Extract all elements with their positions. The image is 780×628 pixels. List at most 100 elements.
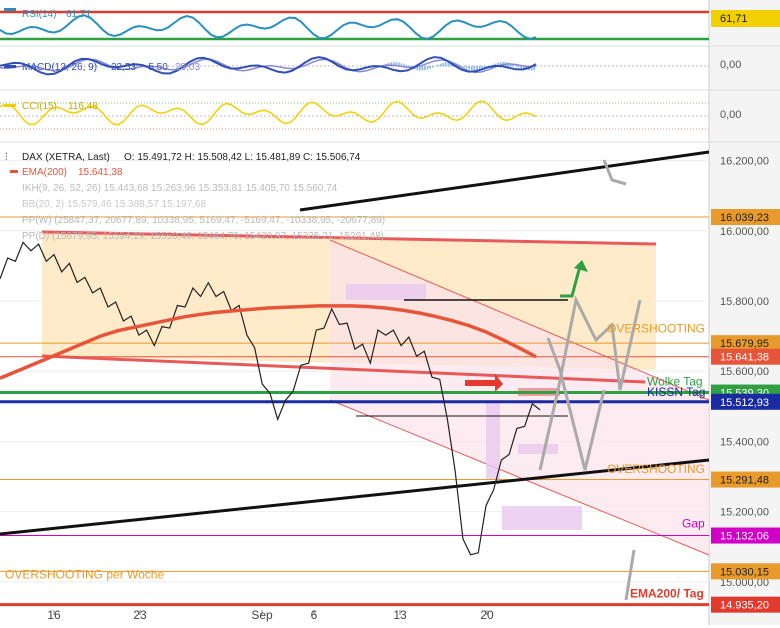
macd-bar — [520, 66, 522, 69]
red-arrow — [465, 374, 503, 392]
y-tick-label: 16.200,00 — [720, 156, 769, 168]
annotation-label: OVERSHOOTING — [607, 322, 705, 336]
legend-ohlc: O: 15.491,72 H: 15.508,42 L: 15.481,89 C… — [124, 152, 361, 163]
cci-label: CCI(15) — [22, 101, 57, 112]
macd-bar — [416, 66, 418, 70]
macd-bar — [390, 62, 392, 67]
level-badge — [711, 393, 780, 410]
legend-ikh: IKH(9, 26, 52, 26) 15.443,68 15.263,96 1… — [22, 183, 338, 194]
legend-ema: EMA(200) — [22, 167, 67, 178]
macd-bar — [499, 62, 502, 67]
x-axis: 16 23 Sep 6 13 20 — [47, 608, 494, 622]
macd-bar — [460, 65, 463, 67]
macd-bar — [447, 62, 450, 67]
x-tick-label: 20 — [480, 608, 494, 622]
annotation-label: OVERSHOOTING — [607, 462, 705, 476]
right-axis-bg — [709, 0, 780, 625]
level-badge-label: 15.512,93 — [720, 397, 769, 409]
level-badge-label: 16.039,23 — [720, 212, 769, 224]
macd-bar — [463, 66, 465, 68]
legend-ppw: PP(W) (25847,37, 20677,89, 10338,95, 516… — [22, 215, 385, 226]
level-badge — [711, 335, 780, 352]
macd-bar — [481, 66, 483, 70]
rsi-value: 61,71 — [66, 9, 91, 20]
y-tick-label: 15.800,00 — [720, 296, 769, 308]
macd-bar — [406, 65, 408, 67]
macd-bar — [497, 62, 499, 67]
y-tick-label: 15.200,00 — [720, 507, 769, 519]
macd-bar — [421, 66, 424, 71]
legend: ⫶ DAX (XETRA, Last) O: 15.491,72 H: 15.5… — [5, 152, 385, 242]
macd-bar — [400, 63, 403, 67]
legend-dax: DAX (XETRA, Last) — [22, 152, 110, 163]
level-badges: 16.039,2315.679,9515.641,3815.539,3015.5… — [711, 208, 780, 613]
level-badge — [711, 471, 780, 488]
macd-bar — [465, 66, 468, 69]
macd-line — [0, 56, 537, 76]
rsi-line — [0, 14, 537, 40]
macd-panel: MACD(12, 26, 9) 22,53 -5,50 28,03 0,00 — [0, 56, 780, 91]
level-badge-label: 15.030,15 — [720, 566, 769, 578]
green-arrow — [560, 265, 582, 298]
price-line — [0, 241, 541, 556]
macd-bar — [478, 66, 481, 71]
macd-bar — [439, 63, 442, 67]
rsi-axis-label: 61,71 — [720, 13, 748, 25]
macd-bar — [398, 62, 400, 67]
macd-bar — [515, 65, 517, 67]
level-badge-label: 14.935,20 — [720, 600, 769, 612]
macd-bar — [419, 66, 421, 71]
macd-bar — [434, 65, 437, 67]
y-axis: 16.200,00 16.000,00 15.800,00 15.600,00 15.4… — [720, 156, 769, 589]
gap-box-4 — [502, 506, 582, 530]
gap-box-1 — [346, 284, 426, 300]
macd-bar — [476, 66, 478, 71]
macd-bar — [395, 62, 398, 67]
legend-ppd: PP(D) (15679,95, 15594,19, 15550,46, 154… — [22, 231, 384, 242]
level-badge-label: 15.679,95 — [720, 338, 769, 350]
annotation-label: EMA200/ Tag — [630, 587, 704, 601]
macd-bar — [403, 64, 405, 67]
macd-bar — [426, 66, 429, 70]
legend-bb: BB(20, 2) 15.579,46 15.388,57 15.197,68 — [22, 199, 206, 210]
level-badge-label: 15.641,38 — [720, 352, 769, 364]
macd-bar — [523, 66, 525, 70]
macd-bar — [432, 66, 434, 68]
macd-axis-label: 0,00 — [720, 59, 741, 71]
level-badge-label: 15.132,06 — [720, 531, 769, 543]
x-tick-label: Sep — [251, 608, 273, 622]
annotation-label: KISSN Tag — [647, 385, 705, 399]
macd-value-1: 22,53 — [111, 62, 136, 73]
macd-value-3: 28,03 — [175, 62, 200, 73]
cci-panel: CCI(15) 116,48 0,00 — [0, 100, 780, 143]
y-tick-label: 15.600,00 — [720, 366, 769, 378]
cci-axis-label: 0,00 — [720, 109, 741, 121]
macd-bar — [424, 66, 426, 71]
descending-channel — [330, 240, 709, 555]
macd-bar — [429, 66, 431, 69]
macd-bar — [445, 62, 447, 67]
cci-line — [0, 100, 537, 126]
level-badge — [711, 563, 780, 580]
macd-bar — [393, 62, 395, 67]
x-tick-label: 6 — [311, 608, 318, 622]
resistance-trendline — [299, 150, 710, 212]
macd-bar — [468, 66, 470, 70]
annotation-label: Gap — [682, 516, 705, 530]
macd-bar — [517, 66, 520, 68]
macd-bar — [512, 64, 515, 67]
rsi-panel: RSI(14) 61,71 61,71 — [0, 8, 780, 47]
cci-value: 116,48 — [68, 101, 98, 112]
gap-box-2 — [486, 400, 500, 480]
y-tick-label: 15.000,00 — [720, 577, 769, 589]
annotation-label: OVERSHOOTING per Woche — [5, 567, 164, 581]
macd-bar — [473, 66, 476, 71]
macd-bar — [530, 66, 533, 71]
level-badge — [711, 596, 780, 613]
ema200-line — [0, 304, 537, 380]
macd-value-2: -5,50 — [145, 62, 168, 73]
